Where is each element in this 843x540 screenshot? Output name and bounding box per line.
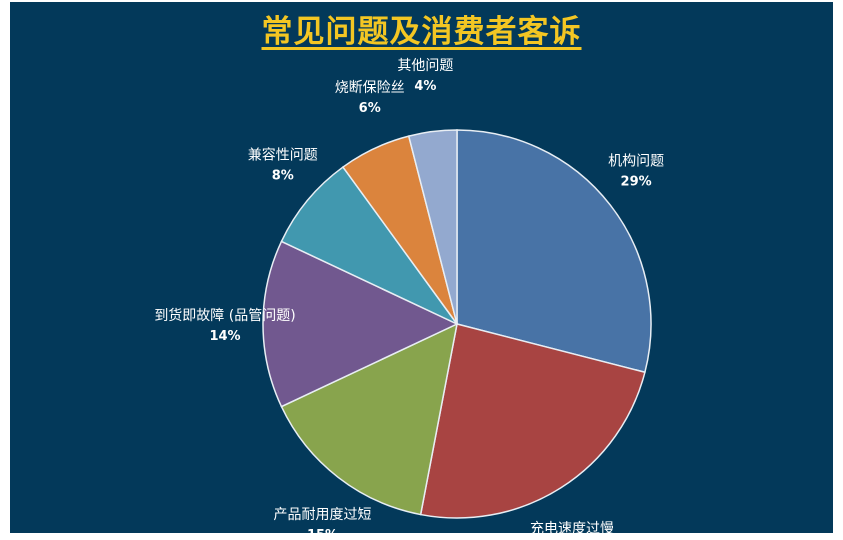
slice-percent-4: 14%	[209, 329, 240, 344]
slice-percent-1: 29%	[621, 175, 652, 190]
pie-slice-1	[456, 129, 652, 374]
slice-label-1: 机构问题	[608, 154, 664, 170]
slice-percent-7: 4%	[414, 79, 436, 94]
slice-label-4: 到货即故障 (品管问题)	[154, 307, 295, 324]
chart-title: 常见问题及消费者客诉	[261, 14, 582, 50]
pie-slices	[262, 129, 652, 519]
slice-label-2: 充电速度过慢	[530, 520, 614, 533]
slice-label-7: 其他问题	[397, 58, 453, 74]
chart-area: 常见问题及消费者客诉 机构问题29%充电速度过慢24%产品耐用度过短15%到货即…	[10, 2, 833, 533]
slice-percent-6: 6%	[359, 101, 381, 116]
slice-label-3: 产品耐用度过短	[274, 507, 372, 523]
pie-slice-2	[419, 323, 646, 519]
slice-percent-5: 8%	[272, 168, 294, 183]
slice-label-6: 烧断保险丝	[335, 80, 405, 96]
pie-slice-5	[280, 166, 458, 325]
pie-slice-3	[280, 322, 459, 516]
pie-slice-7	[407, 129, 458, 325]
pie-slice-4	[262, 240, 459, 408]
slice-label-5: 兼容性问题	[248, 146, 318, 163]
slice-percent-3: 15%	[307, 528, 338, 533]
